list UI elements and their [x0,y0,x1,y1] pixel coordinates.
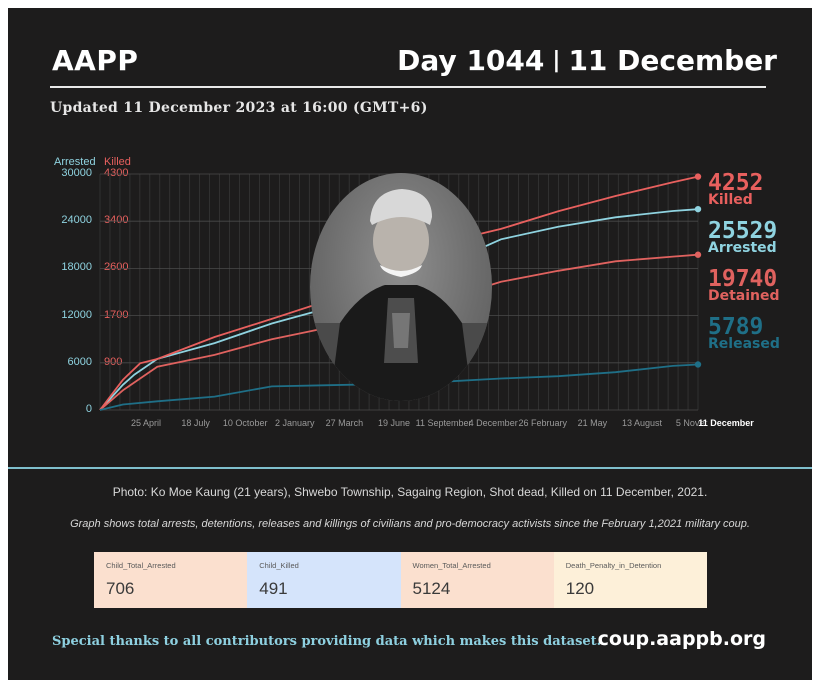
stat-title: Child_Total_Arrested [106,561,176,570]
x-tick-label: 2 January [275,418,315,428]
y-tick-label-arrested: 0 [85,403,92,415]
x-tick-label: 26 February [518,418,568,428]
y-tick-label-killed: 900 [104,355,123,368]
y-tick-label-arrested: 30000 [61,167,92,179]
y-tick-label-arrested: 18000 [61,261,92,274]
day-date-title: Day 1044 | 11 December [397,44,777,77]
x-tick-label: 10 October [222,418,268,428]
title-separator: | [552,48,561,73]
x-tick-label: 25 April [130,418,162,428]
stat-card-death-penalty: Death_Penalty_in_Detention 120 [553,552,707,608]
end-label-detained: Detained [708,288,780,304]
updated-timestamp: Updated 11 December 2023 at 16:00 (GMT+6… [50,100,428,116]
end-value-killed: 4252 [708,170,764,196]
x-tick-label: 21 May [577,418,608,428]
stat-value: 706 [106,579,135,598]
graph-note: Graph shows total arrests, detentions, r… [70,518,750,530]
stat-card-child-killed: Child_Killed 491 [247,552,401,608]
portrait-silhouette-icon [310,189,492,401]
end-value-arrested: 25529 [708,218,778,244]
y-tick-label-arrested: 24000 [61,214,92,227]
thanks-note: Special thanks to all contributors provi… [52,634,602,649]
x-tick-label: 19 June [377,418,411,428]
section-divider [8,467,812,469]
photo-caption: Photo: Ko Moe Kaung (21 years), Shwebo T… [112,485,708,499]
stat-value: 491 [259,579,288,598]
end-label-released: Released [708,336,780,352]
end-label-arrested: Arrested [708,240,777,256]
x-tick-label: 27 March [325,418,364,428]
stats-cards: Child_Total_Arrested 706 Child_Killed 49… [94,552,707,608]
stat-title: Child_Killed [259,561,299,570]
day-count: Day 1044 [397,44,545,77]
x-tick-label: 5 Nover [675,418,708,428]
y-tick-label-arrested: 12000 [61,308,92,321]
series-end-point-detained [694,251,702,258]
header-divider [50,86,766,88]
end-value-detained: 19740 [708,266,778,292]
x-tick-label: 4 December [468,418,518,428]
right-axis-title: Killed [104,156,131,168]
stat-title: Women_Total_Arrested [412,561,491,570]
x-tick-label: 11 December [698,418,754,428]
left-axis-title: Arrested [54,156,96,168]
stat-card-women-arrested: Women_Total_Arrested 5124 [400,552,554,608]
end-label-killed: Killed [708,192,753,208]
series-end-point-killed [694,173,702,180]
website-link[interactable]: coup.aappb.org [597,628,766,650]
x-tick-label: 18 July [181,418,210,428]
stat-value: 5124 [412,579,451,598]
series-end-point-arrested [694,205,702,213]
x-tick-label: 13 August [621,418,663,428]
brand-title: AAPP [52,44,139,77]
infographic-frame: AAPP Day 1044 | 11 December Updated 11 Dec… [8,8,812,680]
x-tick-label: 11 September [415,418,472,428]
victim-photo [310,173,492,401]
date-label: 11 December [568,44,777,77]
stat-title: Death_Penalty_in_Detention [565,561,662,570]
stat-card-child-arrested: Child_Total_Arrested 706 [94,552,248,608]
end-value-released: 5789 [708,314,764,340]
series-end-point-released [694,361,702,368]
y-tick-label-arrested: 6000 [67,355,92,368]
stat-value: 120 [565,579,595,598]
